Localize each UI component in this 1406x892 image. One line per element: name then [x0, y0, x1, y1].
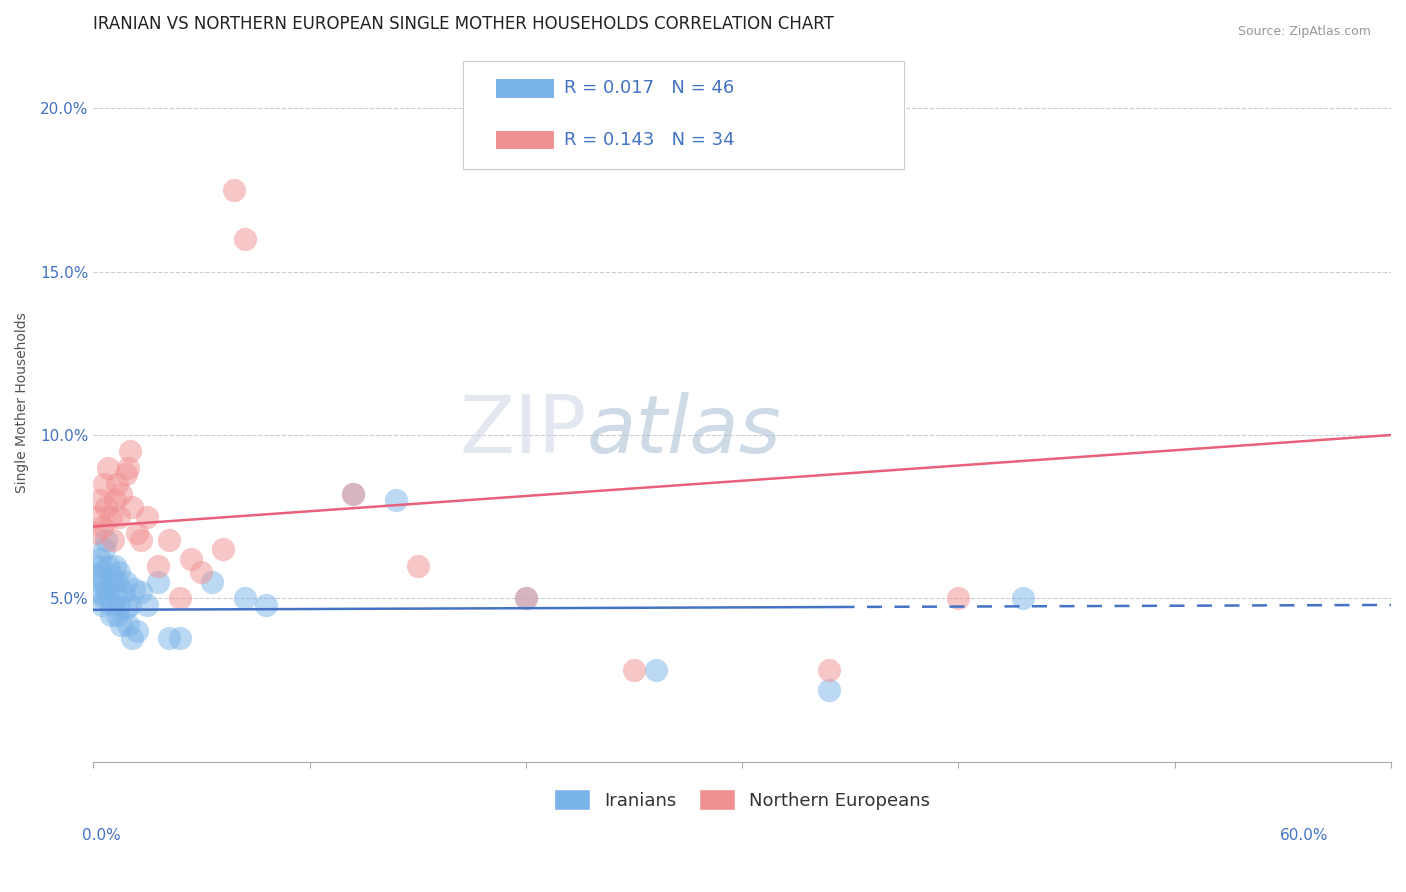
- Point: [91, 519, 114, 533]
- Point: [96, 533, 118, 547]
- Bar: [496, 130, 554, 149]
- Text: atlas: atlas: [586, 392, 782, 470]
- Y-axis label: Single Mother Households: Single Mother Households: [15, 312, 30, 492]
- Bar: [496, 78, 554, 97]
- Point: [117, 617, 139, 632]
- Point: [114, 601, 136, 615]
- Point: [1012, 591, 1035, 606]
- Point: [105, 477, 128, 491]
- Point: [136, 509, 159, 524]
- Point: [157, 631, 180, 645]
- FancyBboxPatch shape: [463, 61, 904, 169]
- Text: 0.0%: 0.0%: [82, 828, 121, 843]
- Point: [89, 575, 111, 590]
- Point: [233, 232, 256, 246]
- Point: [120, 598, 142, 612]
- Point: [222, 183, 245, 197]
- Point: [101, 533, 124, 547]
- Point: [101, 598, 124, 612]
- Point: [84, 568, 107, 582]
- Point: [86, 509, 108, 524]
- Point: [121, 631, 143, 645]
- Point: [86, 558, 108, 573]
- Text: Source: ZipAtlas.com: Source: ZipAtlas.com: [1237, 25, 1371, 38]
- Point: [89, 552, 111, 566]
- Text: R = 0.143   N = 34: R = 0.143 N = 34: [564, 131, 735, 149]
- Point: [93, 591, 115, 606]
- Point: [121, 500, 143, 514]
- Point: [117, 460, 139, 475]
- Point: [201, 575, 224, 590]
- Text: 60.0%: 60.0%: [1281, 828, 1329, 843]
- Point: [93, 542, 115, 557]
- Point: [129, 533, 152, 547]
- Point: [97, 591, 120, 606]
- Point: [104, 558, 127, 573]
- Legend: Iranians, Northern Europeans: Iranians, Northern Europeans: [547, 782, 938, 817]
- Point: [96, 582, 118, 596]
- Point: [515, 591, 537, 606]
- Point: [101, 568, 124, 582]
- Point: [96, 500, 118, 514]
- Point: [136, 598, 159, 612]
- Point: [91, 598, 114, 612]
- Point: [125, 526, 148, 541]
- Text: R = 0.017   N = 46: R = 0.017 N = 46: [564, 79, 735, 97]
- Point: [190, 566, 212, 580]
- Point: [124, 582, 146, 596]
- Point: [817, 682, 839, 697]
- Point: [342, 487, 364, 501]
- Point: [93, 477, 115, 491]
- Point: [125, 624, 148, 638]
- Point: [644, 663, 666, 677]
- Point: [169, 591, 191, 606]
- Point: [91, 566, 114, 580]
- Text: IRANIAN VS NORTHERN EUROPEAN SINGLE MOTHER HOUSEHOLDS CORRELATION CHART: IRANIAN VS NORTHERN EUROPEAN SINGLE MOTH…: [93, 15, 834, 33]
- Point: [169, 631, 191, 645]
- Point: [104, 585, 127, 599]
- Point: [97, 558, 120, 573]
- Point: [623, 663, 645, 677]
- Text: ZIP: ZIP: [460, 392, 586, 470]
- Point: [108, 509, 131, 524]
- Point: [254, 598, 277, 612]
- Point: [100, 509, 122, 524]
- Point: [817, 663, 839, 677]
- Point: [342, 487, 364, 501]
- Point: [112, 585, 135, 599]
- Point: [114, 575, 136, 590]
- Point: [84, 526, 107, 541]
- Point: [89, 493, 111, 508]
- Point: [157, 533, 180, 547]
- Point: [515, 591, 537, 606]
- Point: [180, 552, 202, 566]
- Point: [385, 493, 408, 508]
- Point: [129, 585, 152, 599]
- Point: [120, 444, 142, 458]
- Point: [406, 558, 429, 573]
- Point: [148, 575, 170, 590]
- Point: [105, 575, 128, 590]
- Point: [86, 585, 108, 599]
- Point: [110, 617, 132, 632]
- Point: [100, 575, 122, 590]
- Point: [948, 591, 970, 606]
- Point: [233, 591, 256, 606]
- Point: [105, 607, 128, 622]
- Point: [97, 460, 120, 475]
- Point: [110, 487, 132, 501]
- Point: [108, 566, 131, 580]
- Point: [104, 493, 127, 508]
- Point: [114, 467, 136, 482]
- Point: [148, 558, 170, 573]
- Point: [108, 598, 131, 612]
- Point: [212, 542, 235, 557]
- Point: [100, 607, 122, 622]
